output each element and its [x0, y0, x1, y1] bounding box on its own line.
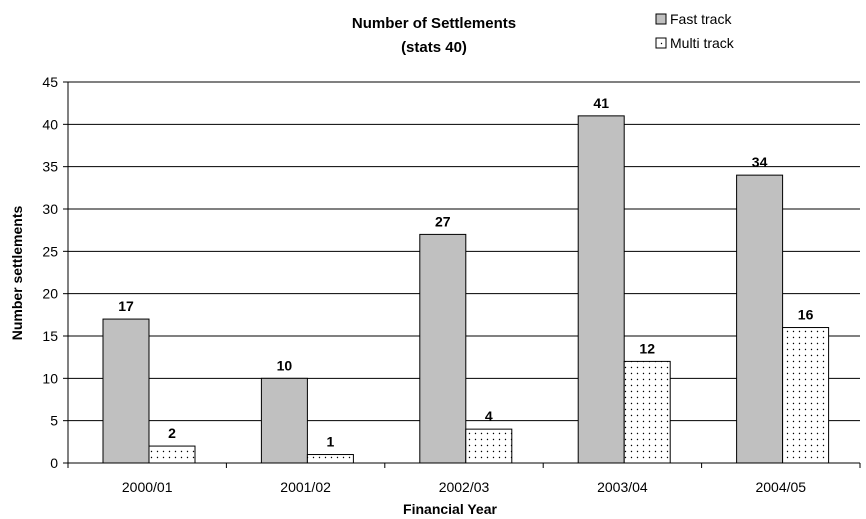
chart-subtitle: (stats 40) [401, 39, 467, 56]
y-tick-label: 35 [42, 159, 58, 175]
bar-fast-track-2003-04 [577, 115, 625, 464]
data-label: 27 [435, 213, 451, 229]
y-tick-label: 10 [42, 370, 58, 386]
data-label: 4 [485, 408, 493, 424]
y-tick-label: 45 [42, 74, 58, 90]
data-label: 34 [752, 154, 768, 170]
x-axis-ticks: 2000/01 2001/02 2002/03 2003/04 2004/05 [67, 463, 861, 495]
x-axis-label: Financial Year [403, 501, 497, 517]
y-axis-label: Number settlements [9, 205, 25, 340]
y-tick-label: 40 [42, 116, 58, 132]
bar-fast-track-2002-03 [419, 233, 467, 464]
y-tick-label: 25 [42, 243, 58, 259]
y-axis-ticks: 0 5 10 15 20 25 30 35 40 45 [42, 74, 68, 471]
x-tick-label: 2004/05 [755, 479, 806, 495]
bar-multi-track-2004-05 [782, 327, 830, 464]
legend-swatch [655, 13, 667, 25]
x-tick-label: 2001/02 [280, 479, 331, 495]
legend-label: Multi track [670, 35, 735, 51]
y-tick-label: 30 [42, 201, 58, 217]
x-tick-label: 2000/01 [122, 479, 173, 495]
y-tick-label: 5 [50, 413, 58, 429]
data-label: 2 [168, 425, 176, 441]
axes [67, 82, 860, 464]
bar-multi-track-2002-03 [465, 428, 513, 464]
legend-label: Fast track [670, 11, 732, 27]
bar-multi-track-2000-01 [148, 445, 196, 464]
data-label: 1 [327, 434, 335, 450]
bar-fast-track-2001-02 [260, 377, 308, 464]
data-label: 41 [593, 95, 609, 111]
data-label: 10 [277, 357, 293, 373]
bar-fast-track-2004-05 [736, 174, 784, 464]
chart-title: Number of Settlements [352, 15, 516, 32]
legend: Fast track Multi track [655, 11, 735, 51]
data-label: 16 [798, 307, 814, 323]
legend-swatch [655, 37, 667, 49]
y-tick-label: 15 [42, 328, 58, 344]
bar-fast-track-2000-01 [102, 318, 150, 464]
y-tick-label: 20 [42, 286, 58, 302]
bar-multi-track-2001-02 [306, 454, 354, 464]
data-label: 17 [118, 298, 134, 314]
x-tick-label: 2003/04 [597, 479, 648, 495]
x-tick-label: 2002/03 [439, 479, 490, 495]
bars: 17 2 10 1 27 4 41 12 34 16 [102, 95, 830, 464]
bar-multi-track-2003-04 [623, 360, 671, 464]
y-tick-label: 0 [50, 455, 58, 471]
data-label: 12 [639, 340, 655, 356]
